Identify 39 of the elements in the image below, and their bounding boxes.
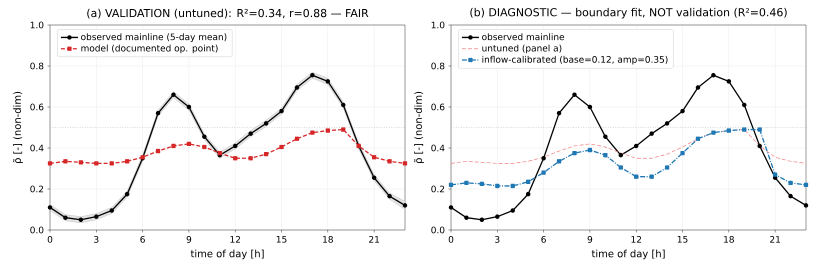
chart-title: (a) VALIDATION (untuned): R²=0.34, r=0.88 — FAIR [87, 8, 368, 18]
y-tick-label: 1.0 [432, 22, 444, 28]
legend-label: observed mainline (5-day mean) [81, 33, 226, 42]
y-tick-label: 0.8 [431, 62, 444, 70]
y-tick-label: 0.8 [30, 62, 44, 70]
y-axis-title: ρ̃ [-] (non-dim) [13, 92, 23, 164]
legend-label: model (documented op. point) [81, 44, 218, 54]
x-tick-label: 18 [724, 236, 734, 243]
legend-label: inflow-calibrated (base=0.12, amp=0.35) [482, 56, 668, 65]
legend-label: observed mainline [482, 33, 564, 40]
x-tick-label: 12 [632, 236, 642, 243]
y-axis-title: ρ̃ [-] (non-dim) [414, 92, 424, 164]
x-tick-label: 21 [770, 236, 780, 243]
y-tick-label: 0.0 [30, 226, 44, 234]
x-tick-label: 0 [448, 236, 454, 243]
x-tick-label: 9 [588, 236, 592, 243]
y-tick-label: 0.2 [30, 186, 44, 192]
x-tick-label: 21 [369, 236, 380, 243]
x-tick-label: 6 [140, 236, 145, 243]
x-tick-label: 6 [541, 236, 546, 243]
chart-title: (b) DIAGNOSTIC — boundary fit, NOT validation (R²=0.46) [470, 8, 787, 18]
y-tick-label: 0.4 [431, 144, 444, 152]
y-tick-label: 0.6 [431, 104, 444, 110]
y-tick-label: 0.4 [30, 144, 44, 152]
x-axis-title: time of day [h] [592, 250, 665, 260]
x-tick-label: 12 [230, 236, 240, 243]
x-tick-label: 15 [678, 236, 688, 243]
y-tick-label: 1.0 [30, 22, 44, 28]
y-tick-label: 0.2 [431, 186, 444, 192]
y-tick-label: 0.6 [30, 104, 44, 110]
legend-label: untuned (panel a) [482, 44, 562, 54]
x-tick-label: 9 [186, 236, 192, 243]
x-tick-label: 15 [276, 236, 286, 243]
x-tick-label: 18 [323, 236, 333, 243]
x-tick-label: 0 [48, 236, 52, 243]
x-axis-title: time of day [h] [190, 250, 264, 260]
x-tick-label: 3 [495, 236, 500, 243]
y-tick-label: 0.0 [431, 226, 444, 234]
x-tick-label: 3 [94, 236, 98, 243]
